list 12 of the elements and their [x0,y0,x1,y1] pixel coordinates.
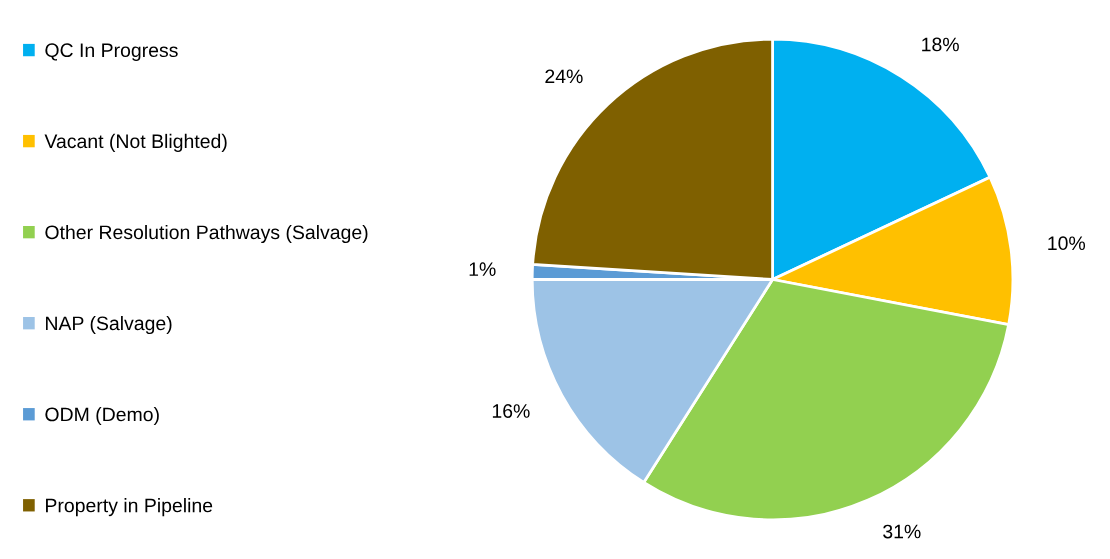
legend-label: Property in Pipeline [46,498,213,517]
legend-label: Other Resolution Pathways (Salvage) [45,224,368,244]
data-label: 10% [1048,236,1086,251]
legend-label: Vacant (Not Blighted) [44,133,227,152]
legend-label: NAP (Salvage) [46,315,172,335]
data-label: 18% [922,37,959,52]
data-label: 1% [469,262,496,276]
data-label: 24% [545,69,583,84]
data-label: 16% [492,404,530,418]
legend-label: QC In Progress [45,43,178,61]
legend-label: ODM (Demo) [45,407,159,426]
data-label: 31% [883,524,921,539]
